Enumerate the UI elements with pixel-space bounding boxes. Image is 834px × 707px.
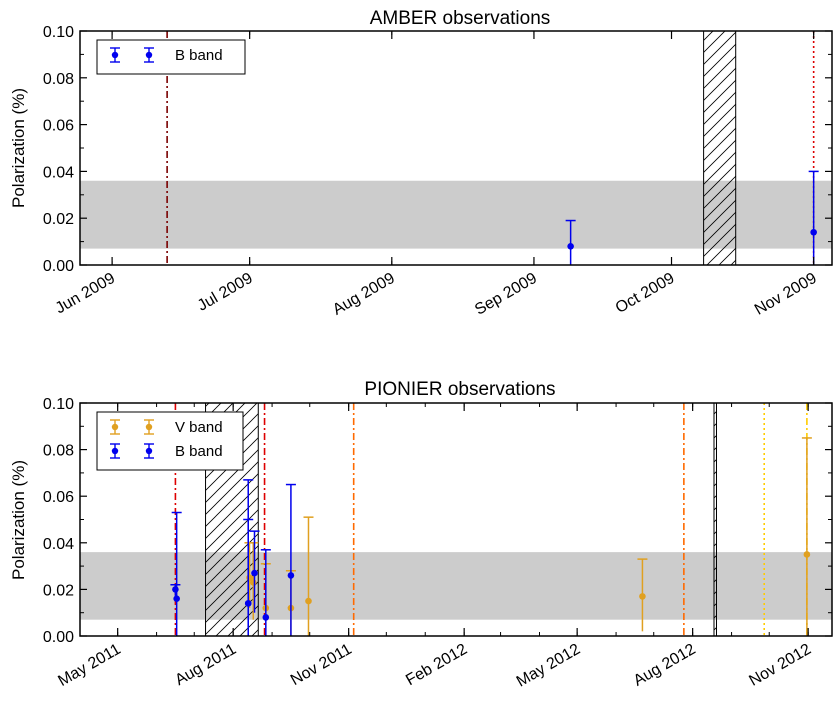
- pionier-y-tick-label: 0.04: [43, 536, 74, 553]
- amber-y-tick-label: 0.04: [43, 164, 74, 181]
- amber-y-tick-label: 0.02: [43, 211, 74, 228]
- pionier-v-band-point-6: [803, 551, 811, 558]
- amber-x-tick-label: Aug 2009: [330, 270, 398, 319]
- amber-y-tick-label: 0.06: [43, 118, 74, 135]
- pionier-x-tick-label: Nov 2011: [288, 641, 355, 689]
- pionier-y-tick-label: 0.10: [43, 396, 74, 413]
- pionier-legend-marker-dot: [111, 423, 119, 431]
- amber-panel: AMBER observations Polarization (%) B ba…: [9, 8, 833, 319]
- pionier-x-tick-label: Nov 2012: [746, 641, 814, 690]
- pionier-title: PIONIER observations: [364, 379, 555, 400]
- pionier-legend-marker-dot: [145, 423, 153, 431]
- pionier-legend-marker-dot: [145, 447, 153, 455]
- pionier-y-tick-label: 0.08: [43, 443, 74, 460]
- amber-y-axis-label: Polarization (%): [9, 88, 28, 208]
- amber-x-tick-label: Jun 2009: [53, 270, 119, 318]
- pionier-b-band-point-0: [172, 586, 179, 593]
- pionier-b-band-point-5: [262, 614, 270, 621]
- pionier-y-tick-label: 0.06: [43, 489, 74, 506]
- pionier-legend-label: V band: [175, 419, 223, 436]
- amber-legend-label: B band: [175, 47, 223, 64]
- pionier-legend-marker-dot: [111, 447, 119, 455]
- pionier-y-tick-label: 0.00: [43, 629, 74, 646]
- pionier-panel: PIONIER observations Polarization (%) V …: [9, 379, 833, 691]
- pionier-b-band-point-4: [251, 569, 258, 577]
- amber-clipped-layer: [80, 31, 832, 265]
- pionier-v-band-point-5: [639, 593, 646, 600]
- amber-legend-marker-dot: [111, 51, 119, 59]
- amber-title: AMBER observations: [370, 8, 551, 29]
- amber-y-tick-label: 0.10: [43, 24, 74, 41]
- amber-legend-marker-dot: [145, 51, 153, 59]
- pionier-x-tick-label: Aug 2012: [631, 641, 699, 690]
- amber-b-band-point-0: [567, 242, 574, 250]
- amber-x-tick-label: Sep 2009: [472, 270, 540, 319]
- pionier-b-band-point-6: [287, 572, 295, 579]
- pionier-x-tick-label: Feb 2012: [403, 641, 470, 690]
- amber-b-band-point-1: [810, 228, 817, 236]
- amber-hatched-region-0: [703, 31, 737, 265]
- amber-y-tick-label: 0.00: [43, 258, 74, 275]
- amber-legend-box: [96, 39, 246, 75]
- pionier-clipped-layer: [80, 403, 832, 636]
- pionier-x-tick-label: Aug 2011: [172, 641, 239, 689]
- pionier-y-axis-label: Polarization (%): [9, 460, 28, 580]
- amber-x-tick-label: Oct 2009: [613, 270, 678, 317]
- pionier-legend-box: [96, 411, 244, 471]
- amber-plot-area: B band: [79, 30, 833, 266]
- pionier-shaded-band: [80, 552, 832, 620]
- pionier-y-tick-label: 0.02: [43, 582, 74, 599]
- pionier-v-band-point-4: [305, 597, 312, 605]
- pionier-v-band-point-1: [249, 579, 257, 586]
- pionier-legend: V band B band: [96, 411, 244, 471]
- pionier-plot-area: V band B band: [79, 402, 833, 637]
- amber-x-tick-label: Jul 2009: [195, 270, 256, 315]
- amber-legend: B band: [96, 39, 246, 75]
- pionier-b-band-point-3: [244, 600, 252, 607]
- pionier-legend-label: B band: [175, 443, 223, 460]
- pionier-hatched-region-1: [713, 403, 718, 636]
- amber-x-tick-label: Nov 2009: [752, 270, 820, 319]
- pionier-b-band-point-1: [173, 595, 180, 603]
- amber-y-tick-label: 0.08: [43, 71, 74, 88]
- pionier-x-tick-label: May 2012: [514, 641, 583, 691]
- pionier-x-tick-label: May 2011: [55, 641, 123, 690]
